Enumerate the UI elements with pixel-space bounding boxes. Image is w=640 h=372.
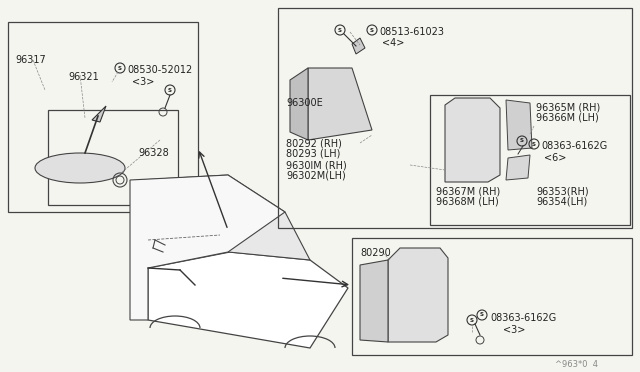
Text: 96328: 96328 [138, 148, 169, 158]
Text: 96367M (RH): 96367M (RH) [436, 186, 500, 196]
Text: <3>: <3> [132, 77, 154, 87]
Text: S: S [168, 87, 172, 93]
Text: S: S [338, 28, 342, 32]
Text: S: S [480, 312, 484, 317]
Ellipse shape [35, 153, 125, 183]
Text: ^963*0  4: ^963*0 4 [555, 360, 598, 369]
Text: S: S [520, 138, 524, 144]
Text: <4>: <4> [382, 38, 404, 48]
Text: 96317: 96317 [15, 55, 45, 65]
Text: 08513-61023: 08513-61023 [379, 27, 444, 37]
Text: S: S [532, 141, 536, 147]
Polygon shape [290, 68, 308, 140]
Polygon shape [130, 175, 285, 320]
Text: 96302M(LH): 96302M(LH) [286, 171, 346, 181]
Text: 96321: 96321 [68, 72, 99, 82]
Text: 80290: 80290 [360, 248, 391, 258]
Polygon shape [506, 100, 532, 150]
Polygon shape [445, 98, 500, 182]
Polygon shape [352, 38, 365, 54]
Bar [430, 95, 630, 225]
Polygon shape [195, 212, 310, 260]
Polygon shape [360, 260, 388, 342]
Text: 08530-52012: 08530-52012 [127, 65, 192, 75]
Text: 80292 (RH): 80292 (RH) [286, 138, 342, 148]
Text: 96368M (LH): 96368M (LH) [436, 197, 499, 207]
Polygon shape [148, 252, 348, 348]
Text: S: S [370, 28, 374, 32]
Polygon shape [140, 175, 285, 218]
Bar [8, 22, 198, 212]
Polygon shape [308, 68, 372, 140]
Text: <6>: <6> [544, 153, 566, 163]
Text: 80293 (LH): 80293 (LH) [286, 149, 340, 159]
Text: 96365M (RH): 96365M (RH) [536, 102, 600, 112]
Bar [48, 110, 178, 205]
Text: <3>: <3> [503, 325, 525, 335]
Polygon shape [388, 248, 448, 342]
Bar [278, 8, 632, 228]
Text: 08363-6162G: 08363-6162G [490, 313, 556, 323]
Text: S: S [470, 317, 474, 323]
Text: S: S [118, 65, 122, 71]
Polygon shape [92, 106, 106, 122]
Text: 96300E: 96300E [286, 98, 323, 108]
Text: 08363-6162G: 08363-6162G [541, 141, 607, 151]
Text: 96354(LH): 96354(LH) [536, 197, 588, 207]
Text: 96353(RH): 96353(RH) [536, 186, 589, 196]
Bar [352, 238, 632, 355]
Text: 96366M (LH): 96366M (LH) [536, 113, 599, 123]
Text: 9630lM (RH): 9630lM (RH) [286, 160, 347, 170]
Polygon shape [506, 155, 530, 180]
